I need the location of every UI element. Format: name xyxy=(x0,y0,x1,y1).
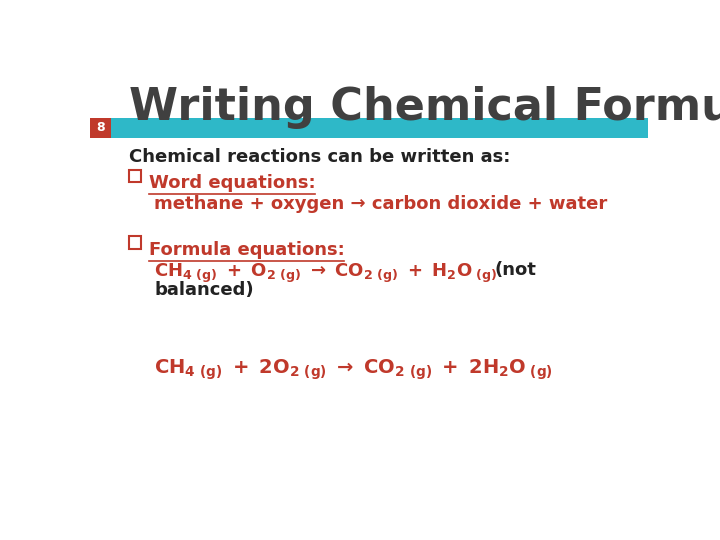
Text: $\mathbf{CH_4}$$\mathbf{_{\ (g)}}$$\mathbf{\ +\ O_2}$$\mathbf{_{\ (g)}}$$\mathbf: $\mathbf{CH_4}$$\mathbf{_{\ (g)}}$$\math… xyxy=(154,261,498,285)
Bar xyxy=(129,236,141,248)
Bar xyxy=(90,118,111,138)
Text: (not: (not xyxy=(495,261,536,280)
Bar xyxy=(90,118,648,138)
Text: Word equations:: Word equations: xyxy=(148,174,315,192)
Text: $\mathbf{CH_4}$$\mathbf{_{\ (g)}}$$\mathbf{\ +\ 2O_2}$$\mathbf{_{\ (g)}}$$\mathb: $\mathbf{CH_4}$$\mathbf{_{\ (g)}}$$\math… xyxy=(154,358,553,382)
Text: Writing Chemical Formulas: Writing Chemical Formulas xyxy=(129,85,720,129)
Text: 8: 8 xyxy=(96,121,105,134)
Text: balanced): balanced) xyxy=(154,281,253,299)
Bar xyxy=(129,170,141,182)
Text: Chemical reactions can be written as:: Chemical reactions can be written as: xyxy=(129,148,510,166)
Text: methane + oxygen → carbon dioxide + water: methane + oxygen → carbon dioxide + wate… xyxy=(154,194,608,213)
Text: Formula equations:: Formula equations: xyxy=(148,241,344,259)
